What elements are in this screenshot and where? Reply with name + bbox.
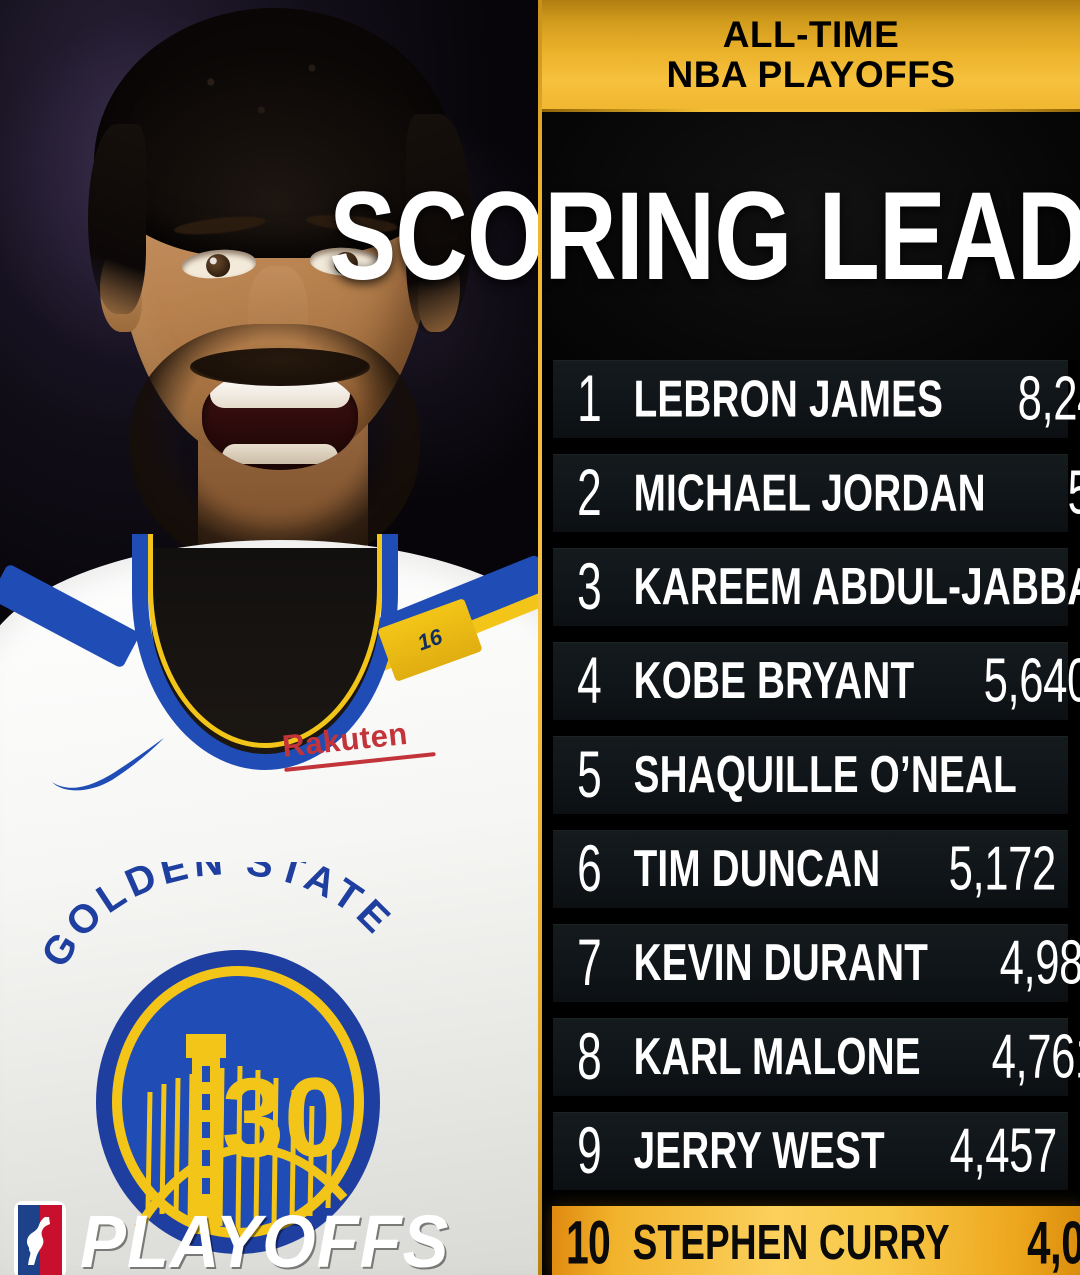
row-player-name: SHAQUILLE O’NEAL	[633, 745, 1017, 804]
table-row-highlighted[interactable]: 10 STEPHEN CURRY 4,046	[552, 1206, 1080, 1275]
row-rank: 1	[577, 362, 602, 436]
row-rank: 6	[577, 832, 602, 906]
row-points: 5,172	[949, 834, 1057, 904]
playoffs-label: PLAYOFFS	[80, 1200, 450, 1275]
table-row[interactable]: 6 TIM DUNCAN 5,172	[553, 830, 1068, 908]
nba-logo-icon	[14, 1201, 66, 1275]
row-rank: 3	[577, 550, 602, 624]
table-row[interactable]: 3 KAREEM ABDUL-JABBAR 5,762	[553, 548, 1080, 626]
golden-state-warriors-logo-icon: 30	[96, 950, 380, 1254]
table-row[interactable]: 1 LEBRON JAMES 8,240	[553, 360, 1080, 438]
table-row[interactable]: 5 SHAQUILLE O’NEAL 5,250	[553, 736, 1068, 814]
header-band-bottom-edge	[542, 109, 1080, 112]
row-player-name: STEPHEN CURRY	[632, 1214, 950, 1271]
player-head	[78, 4, 478, 624]
row-points: 4,761	[991, 1022, 1080, 1092]
row-player-name: KEVIN DURANT	[633, 933, 929, 992]
hairline-left	[88, 124, 146, 314]
row-points: 5,640	[984, 646, 1080, 716]
stats-panel: ALL-TIME NBA PLAYOFFS SCORING LEADERS 1 …	[330, 0, 1080, 1275]
row-player-name: KOBE BRYANT	[633, 651, 915, 710]
title-zone: SCORING LEADERS	[330, 112, 1080, 360]
row-rank: 2	[577, 456, 602, 530]
table-row[interactable]: 4 KOBE BRYANT 5,640	[553, 642, 1080, 720]
row-rank: 7	[577, 926, 602, 1000]
player-photo: 16 Rakuten GOLDEN STATE	[0, 0, 538, 1275]
row-rank: 9	[577, 1114, 602, 1188]
row-points: 5,987	[1067, 457, 1080, 529]
playoffs-branding: PLAYOFFS	[0, 1195, 538, 1275]
header-band: ALL-TIME NBA PLAYOFFS	[542, 0, 1080, 112]
row-points: 4,985	[1000, 928, 1080, 998]
row-player-name: KARL MALONE	[633, 1027, 921, 1086]
hair	[94, 8, 454, 258]
jersey-number-text: 30	[222, 1055, 347, 1180]
table-row[interactable]: 8 KARL MALONE 4,761	[553, 1018, 1080, 1096]
row-points: 8,240	[1017, 364, 1080, 434]
mustache	[190, 348, 370, 386]
row-rank: 5	[577, 738, 602, 812]
row-rank: 4	[577, 644, 602, 718]
row-rank: 8	[577, 1020, 602, 1094]
row-player-name: MICHAEL JORDAN	[633, 463, 986, 522]
row-points: 4,046	[1027, 1209, 1080, 1275]
row-player-name: JERRY WEST	[633, 1121, 885, 1180]
iris-left	[205, 253, 231, 278]
header-line-2: NBA PLAYOFFS	[666, 54, 956, 95]
table-row[interactable]: 2 MICHAEL JORDAN 5,987	[553, 454, 1080, 532]
vertical-gold-divider	[538, 0, 542, 1275]
row-player-name: KAREEM ABDUL-JABBAR	[633, 557, 1080, 616]
page-title: SCORING LEADERS	[329, 165, 1080, 306]
header-line-1: ALL-TIME	[722, 14, 900, 56]
hairline-right	[406, 114, 472, 334]
row-player-name: TIM DUNCAN	[633, 839, 881, 898]
table-row[interactable]: 9 JERRY WEST 4,457	[553, 1112, 1068, 1190]
row-rank: 10	[566, 1208, 611, 1275]
table-row[interactable]: 7 KEVIN DURANT 4,985	[553, 924, 1080, 1002]
lower-teeth	[222, 444, 338, 464]
row-points: 4,457	[949, 1116, 1058, 1186]
nike-swoosh-icon	[52, 738, 164, 791]
row-player-name: LEBRON JAMES	[633, 369, 944, 428]
leaders-list: 1 LEBRON JAMES 8,240 2 MICHAEL JORDAN 5,…	[542, 360, 1080, 1275]
